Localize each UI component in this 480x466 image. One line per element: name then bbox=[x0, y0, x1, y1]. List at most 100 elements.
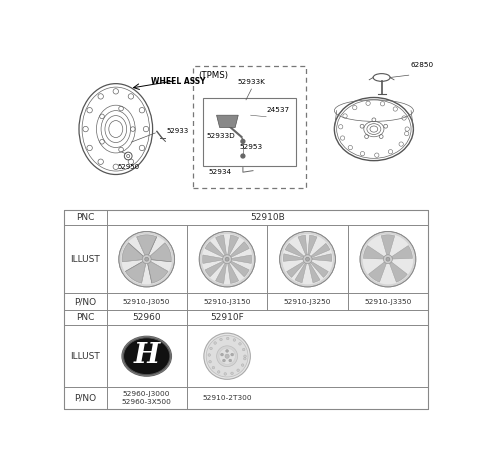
Polygon shape bbox=[309, 263, 320, 283]
Circle shape bbox=[241, 139, 245, 144]
Polygon shape bbox=[216, 235, 227, 255]
Circle shape bbox=[208, 354, 211, 356]
Polygon shape bbox=[312, 254, 332, 261]
Circle shape bbox=[121, 234, 172, 284]
Polygon shape bbox=[228, 235, 239, 255]
Polygon shape bbox=[311, 243, 330, 258]
Bar bbox=[193, 66, 306, 188]
Circle shape bbox=[239, 343, 241, 345]
Circle shape bbox=[306, 257, 310, 261]
Circle shape bbox=[241, 154, 245, 158]
Circle shape bbox=[233, 339, 236, 341]
Circle shape bbox=[225, 257, 229, 261]
Polygon shape bbox=[363, 246, 384, 259]
Polygon shape bbox=[298, 235, 307, 255]
Circle shape bbox=[231, 372, 233, 375]
Circle shape bbox=[212, 366, 215, 369]
Circle shape bbox=[119, 232, 175, 287]
Circle shape bbox=[226, 350, 228, 352]
Circle shape bbox=[227, 337, 229, 340]
Circle shape bbox=[242, 348, 245, 351]
Ellipse shape bbox=[122, 336, 171, 376]
Circle shape bbox=[303, 255, 312, 264]
Polygon shape bbox=[125, 261, 146, 283]
Circle shape bbox=[362, 234, 413, 284]
Text: 24537: 24537 bbox=[266, 107, 289, 113]
Circle shape bbox=[210, 347, 212, 350]
Polygon shape bbox=[392, 246, 412, 259]
Text: 62850: 62850 bbox=[410, 62, 433, 68]
Circle shape bbox=[206, 336, 248, 377]
Polygon shape bbox=[381, 235, 395, 255]
Text: H: H bbox=[133, 342, 160, 369]
Text: 52933: 52933 bbox=[167, 128, 189, 134]
Text: WHEEL ASSY: WHEEL ASSY bbox=[151, 77, 205, 87]
Text: 52960: 52960 bbox=[132, 313, 161, 322]
Circle shape bbox=[243, 357, 246, 360]
Circle shape bbox=[209, 360, 211, 363]
Circle shape bbox=[280, 232, 336, 287]
Polygon shape bbox=[216, 115, 238, 128]
Text: 52910-J3050: 52910-J3050 bbox=[123, 299, 170, 305]
Bar bbox=[64, 210, 428, 409]
Circle shape bbox=[221, 353, 223, 356]
Polygon shape bbox=[389, 262, 407, 282]
Polygon shape bbox=[230, 261, 249, 277]
Polygon shape bbox=[137, 235, 156, 255]
Polygon shape bbox=[150, 243, 171, 262]
Circle shape bbox=[384, 255, 392, 264]
Circle shape bbox=[225, 354, 229, 358]
Circle shape bbox=[216, 346, 238, 367]
Circle shape bbox=[217, 370, 220, 373]
Polygon shape bbox=[287, 261, 305, 277]
Polygon shape bbox=[228, 263, 239, 283]
Polygon shape bbox=[369, 262, 386, 282]
Circle shape bbox=[241, 364, 244, 366]
Circle shape bbox=[199, 232, 255, 287]
Circle shape bbox=[282, 234, 333, 284]
Circle shape bbox=[202, 234, 252, 284]
Circle shape bbox=[244, 355, 246, 357]
Text: 52910-J3350: 52910-J3350 bbox=[364, 299, 412, 305]
Text: 52933D: 52933D bbox=[206, 133, 235, 139]
Circle shape bbox=[142, 255, 151, 264]
Text: 52933K: 52933K bbox=[238, 79, 265, 85]
Circle shape bbox=[224, 373, 227, 375]
Text: ILLUST: ILLUST bbox=[70, 255, 100, 264]
Text: 52953: 52953 bbox=[240, 144, 263, 150]
Polygon shape bbox=[283, 254, 303, 261]
Polygon shape bbox=[231, 255, 252, 263]
Text: 52934: 52934 bbox=[209, 169, 232, 175]
Polygon shape bbox=[230, 242, 249, 257]
Polygon shape bbox=[308, 235, 317, 255]
Polygon shape bbox=[216, 263, 227, 283]
Polygon shape bbox=[295, 263, 307, 283]
Text: PNC: PNC bbox=[76, 313, 95, 322]
Text: 52950: 52950 bbox=[117, 164, 139, 170]
Text: ILLUST: ILLUST bbox=[70, 352, 100, 361]
Circle shape bbox=[231, 353, 234, 356]
Text: 52910B: 52910B bbox=[250, 213, 285, 222]
Polygon shape bbox=[122, 243, 144, 262]
Circle shape bbox=[219, 348, 235, 364]
Circle shape bbox=[229, 359, 232, 362]
Polygon shape bbox=[285, 243, 304, 258]
Circle shape bbox=[360, 232, 416, 287]
Text: 52910-J3250: 52910-J3250 bbox=[284, 299, 331, 305]
Bar bbox=[203, 98, 296, 166]
Polygon shape bbox=[311, 261, 328, 277]
Text: 52910-J3150: 52910-J3150 bbox=[204, 299, 251, 305]
Text: PNC: PNC bbox=[76, 213, 95, 222]
Circle shape bbox=[223, 359, 226, 362]
Polygon shape bbox=[205, 242, 224, 257]
Text: 52910-2T300: 52910-2T300 bbox=[202, 395, 252, 401]
Text: 52910F: 52910F bbox=[210, 313, 244, 322]
Circle shape bbox=[204, 333, 251, 379]
Circle shape bbox=[386, 257, 390, 261]
Text: 52960-J3000
52960-3X500: 52960-J3000 52960-3X500 bbox=[122, 391, 172, 405]
Polygon shape bbox=[205, 261, 224, 277]
Text: P/NO: P/NO bbox=[74, 297, 96, 306]
Ellipse shape bbox=[123, 338, 170, 375]
Circle shape bbox=[223, 255, 231, 264]
Circle shape bbox=[220, 338, 222, 341]
